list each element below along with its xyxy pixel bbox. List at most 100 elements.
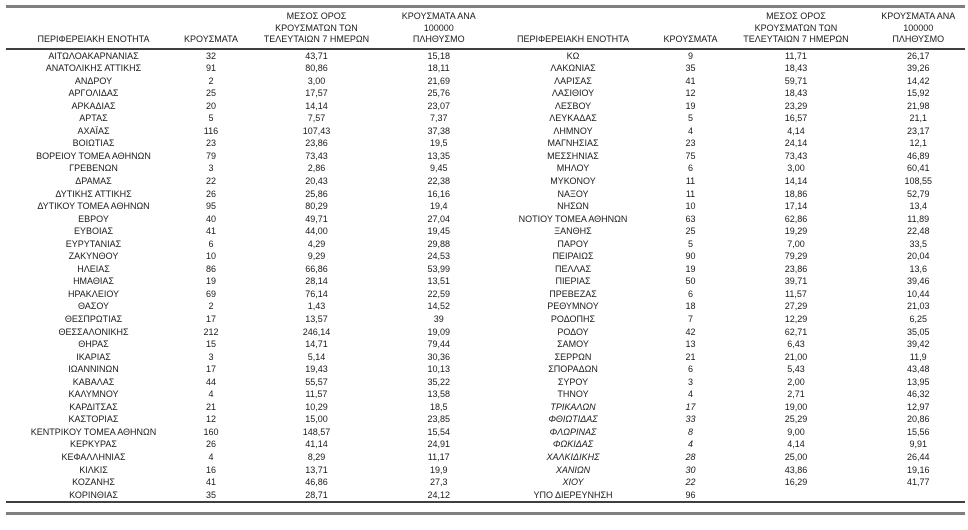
value-cell: 20,86	[906, 414, 930, 425]
value-cell: 17	[205, 313, 216, 324]
table-row: ΛΕΥΚΑΔΑΣ 5 16,57 21,1	[486, 112, 966, 125]
value-cell: 43,71	[305, 50, 328, 61]
table-row: ΣΕΡΡΩΝ 21 21,00 11,9	[486, 351, 966, 364]
table-row: ΡΕΘΥΜΝΟΥ 18 27,29 21,03	[486, 300, 966, 313]
value-cell: 25,29	[784, 414, 808, 425]
value-cell: 28,14	[305, 276, 328, 287]
value-cell: 9,29	[307, 251, 326, 262]
table-row: ΡΟΔΟΠΗΣ 7 12,29 6,25	[486, 313, 966, 326]
value-cell: 4,29	[307, 238, 326, 249]
value-cell: 25,86	[305, 188, 328, 199]
table-row: ΑΝΑΤΟΛΙΚΗΣ ΑΤΤΙΚΗΣ 91 80,86 18,11	[6, 62, 486, 75]
region-name-cell: ΙΩΑΝΝΙΝΩΝ	[68, 364, 119, 375]
value-cell: 17,57	[305, 88, 328, 99]
value-cell: 60,41	[906, 163, 930, 174]
table-row: ΝΑΞΟΥ 11 18,86 52,79	[486, 188, 966, 201]
value-cell: 80,29	[305, 201, 328, 212]
region-name-cell: ΦΛΩΡΙΝΑΣ	[549, 426, 597, 437]
region-name-cell: ΚΑΡΔΙΤΣΑΣ	[69, 401, 118, 412]
region-name-cell: ΡΟΔΟΥ	[557, 326, 589, 337]
region-name-cell: ΗΛΕΙΑΣ	[77, 263, 110, 274]
table-row: ΘΗΡΑΣ 15 14,71 79,44	[6, 338, 486, 351]
table-row: ΗΡΑΚΛΕΙΟΥ 69 76,14 22,59	[6, 288, 486, 301]
table-row: ΘΕΣΣΑΛΟΝΙΚΗΣ 212 246,14 19,09	[6, 326, 486, 339]
value-cell: 80,86	[305, 63, 328, 74]
table-row: ΠΙΕΡΙΑΣ 50 39,71 39,46	[486, 275, 966, 288]
region-name-cell: ΠΕΙΡΑΙΩΣ	[552, 251, 594, 262]
table-row: ΤΡΙΚΑΛΩΝ 17 19,00 12,97	[486, 401, 966, 414]
value-cell: 26,44	[906, 452, 930, 462]
table-row: ΝΗΣΩΝ 10 17,14 13,4	[486, 200, 966, 213]
value-cell: 24,53	[427, 251, 450, 262]
value-cell: 69	[205, 288, 216, 299]
table-row: ΚΑΒΑΛΑΣ 44 55,57 35,22	[6, 376, 486, 389]
region-name-cell: ΑΝΔΡΟΥ	[74, 75, 113, 86]
region-name-cell: ΗΜΑΘΙΑΣ	[73, 276, 114, 287]
region-name-cell: ΝΗΣΩΝ	[557, 201, 589, 212]
region-name-cell: ΡΕΘΥΜΝΟΥ	[547, 301, 599, 312]
table-row: ΑΝΔΡΟΥ 2 3,00 21,69	[6, 75, 486, 88]
table-row: ΑΡΓΟΛΙΔΑΣ 25 17,57 25,76	[6, 87, 486, 100]
value-cell: 4	[208, 452, 214, 462]
value-cell: 19,00	[784, 401, 808, 412]
value-cell: 4	[687, 439, 693, 450]
col-header-avg7: ΜΕΣΟΣ ΟΡΟΣ ΚΡΟΥΣΜΑΤΩΝ ΤΩΝ ΤΕΛΕΥΤΑΙΩΝ 7 Η…	[743, 11, 849, 44]
region-name-cell: ΔΥΤΙΚΗΣ ΑΤΤΙΚΗΣ	[55, 188, 132, 199]
table-body-left: ΑΙΤΩΛΟΑΚΑΡΝΑΝΙΑΣ 32 43,71 15,18 ΑΝΑΤΟΛΙΚΗΣ Α…	[6, 50, 486, 502]
value-cell: 7,57	[307, 113, 326, 124]
value-cell: 21,00	[784, 351, 808, 362]
value-cell: 30,36	[427, 351, 450, 362]
region-name-cell: ΤΗΝΟΥ	[557, 389, 589, 400]
value-cell: 86	[205, 263, 216, 274]
value-cell: 15,18	[427, 50, 450, 61]
table-row: ΓΡΕΒΕΝΩΝ 3 2,86 9,45	[6, 162, 486, 175]
table-row: ΑΡΚΑΔΙΑΣ 20 14,14 23,07	[6, 100, 486, 113]
table-row: ΤΗΝΟΥ 4 2,71 46,32	[486, 388, 966, 401]
table-row: ΜΥΚΟΝΟΥ 11 14,14 108,55	[486, 175, 966, 188]
value-cell: 16,29	[784, 477, 808, 488]
value-cell: 42	[685, 326, 696, 337]
value-cell: 35,05	[906, 326, 930, 337]
value-cell: 52,79	[906, 188, 930, 199]
value-cell: 59,71	[784, 75, 808, 86]
table-row: ΚΑΛΥΜΝΟΥ 4 11,57 13,58	[6, 388, 486, 401]
value-cell: 11,9	[909, 351, 927, 362]
table-row: ΚΕΝΤΡΙΚΟΥ ΤΟΜΕΑ ΑΘΗΝΩΝ 160 148,57 15,54	[6, 426, 486, 439]
value-cell: 13,4	[909, 201, 927, 212]
value-cell: 90	[685, 251, 696, 262]
value-cell: 4,14	[787, 439, 805, 450]
value-cell: 10,44	[906, 288, 930, 299]
value-cell: 25	[685, 226, 696, 237]
region-name-cell: ΚΙΛΚΙΣ	[79, 464, 108, 475]
value-cell: 13,58	[427, 389, 450, 400]
value-cell: 62,71	[784, 326, 808, 337]
region-name-cell: ΖΑΚΥΝΘΟΥ	[68, 251, 119, 262]
table-row: ΝΟΤΙΟΥ ΤΟΜΕΑ ΑΘΗΝΩΝ 63 62,86 11,89	[486, 213, 966, 226]
col-header-per100k: ΚΡΟΥΣΜΑΤΑ ΑΝΑ 100000 ΠΛΗΘΥΣΜΟ	[401, 11, 476, 44]
table-row: ΦΛΩΡΙΝΑΣ 8 9,00 15,56	[486, 426, 966, 439]
value-cell: 17,14	[784, 201, 808, 212]
value-cell: 23,07	[427, 100, 450, 111]
value-cell: 21,69	[427, 75, 450, 86]
value-cell: 23	[205, 138, 216, 149]
table-header-left: ΠΕΡΙΦΕΡΕΙΑΚΗ ΕΝΟΤΗΤΑ ΚΡΟΥΣΜΑΤΑ ΜΕΣΟΣ ΟΡΟ…	[6, 11, 486, 48]
value-cell: 4	[687, 389, 693, 400]
value-cell: 22,48	[906, 226, 930, 237]
value-cell: 41	[205, 477, 216, 488]
value-cell: 26,17	[906, 50, 930, 61]
value-cell: 22	[685, 477, 696, 488]
value-cell: 9,91	[909, 439, 927, 450]
table-row: ΜΗΛΟΥ 6 3,00 60,41	[486, 162, 966, 175]
value-cell: 15,00	[305, 414, 328, 425]
value-cell: 41	[685, 75, 696, 86]
value-cell: 160	[203, 426, 219, 437]
value-cell: 12	[685, 88, 696, 99]
region-name-cell: ΣΥΡΟΥ	[557, 376, 589, 387]
table-row: ΛΗΜΝΟΥ 4 4,14 23,17	[486, 125, 966, 138]
region-name-cell: ΚΟΖΑΝΗΣ	[72, 477, 115, 488]
value-cell: 6	[687, 163, 693, 174]
value-cell: 21	[205, 401, 216, 412]
table-row: ΛΕΣΒΟΥ 19 23,29 21,98	[486, 100, 966, 113]
value-cell: 17	[685, 401, 696, 412]
